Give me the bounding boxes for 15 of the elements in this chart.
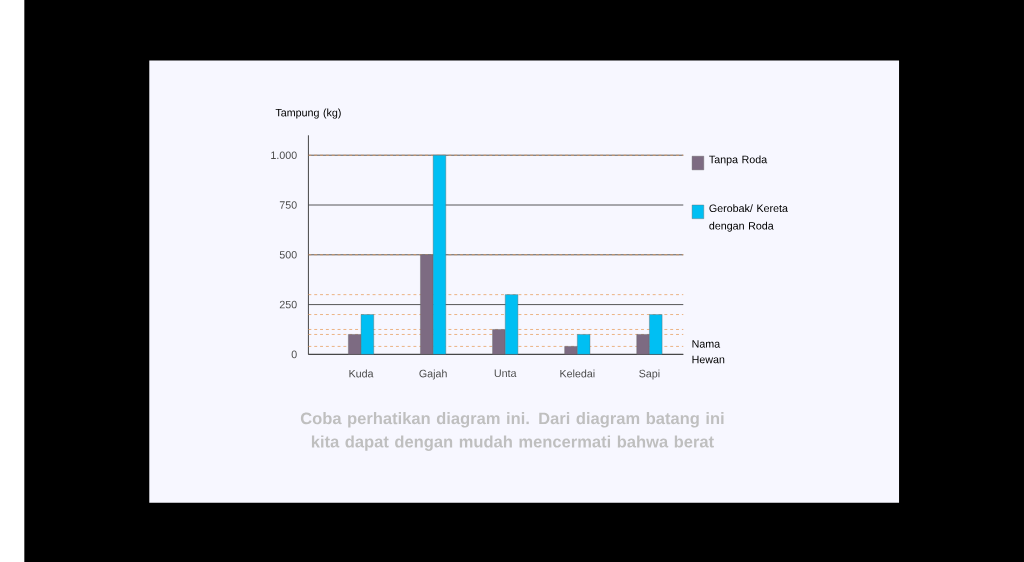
x-tick-label: Gajah <box>419 369 447 380</box>
y-tick-label: 750 <box>279 201 297 209</box>
x-tick-label: Unta <box>494 369 517 377</box>
x-tick-label: Keledai <box>560 369 595 378</box>
legend-label: Tanpa Roda <box>709 155 768 166</box>
y-tick-label: 500 <box>279 250 297 259</box>
y-axis-title: Tampung (kg) <box>275 108 341 119</box>
x-axis-title: Nama Hewan <box>692 340 725 364</box>
y-tick-label: 0 <box>291 350 297 359</box>
x-tick-label: Kuda <box>349 369 374 378</box>
y-tick-label: 250 <box>279 300 297 309</box>
x-tick-label: Sapi <box>639 369 660 380</box>
y-tick-label: 1.000 <box>271 151 297 159</box>
legend-label: Gerobak/ Kereta dengan Roda <box>709 204 788 232</box>
text: Coba perhatikan diagram ini. Dari diagram batang ini kita dapat dengan mudah mencermati bahwa berat <box>300 411 724 451</box>
